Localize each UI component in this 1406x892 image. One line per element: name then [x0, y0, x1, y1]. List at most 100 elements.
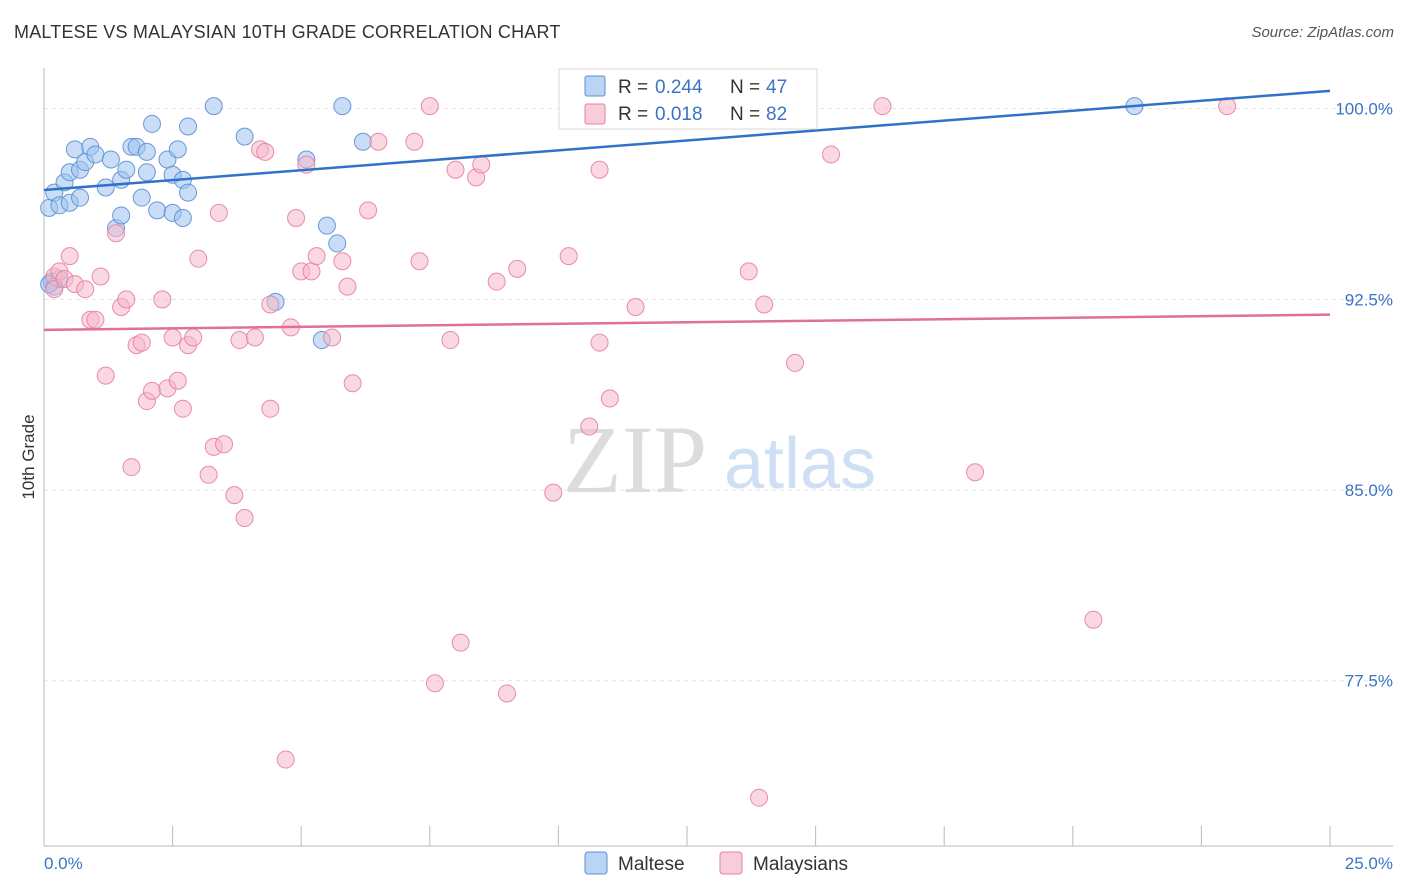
data-point-malaysians: [235, 509, 254, 528]
data-point-malaysians: [189, 249, 208, 268]
data-point-malaysians: [76, 280, 95, 299]
data-point-maltese: [101, 150, 120, 169]
data-point-maltese: [353, 132, 372, 151]
stats-r-value-maltese: 0.244: [655, 77, 703, 98]
data-point-malaysians: [107, 224, 126, 243]
data-point-malaysians: [245, 328, 264, 347]
data-point-malaysians: [487, 272, 506, 291]
data-point-malaysians: [966, 463, 985, 482]
y-tick-label: 85.0%: [1345, 481, 1393, 500]
data-point-malaysians: [1084, 610, 1103, 629]
data-point-malaysians: [173, 399, 192, 418]
data-point-malaysians: [168, 371, 187, 390]
data-point-malaysians: [343, 374, 362, 393]
data-point-malaysians: [755, 295, 774, 314]
data-point-malaysians: [230, 331, 249, 350]
data-point-malaysians: [559, 247, 578, 266]
stats-r-label-maltese: R =: [618, 77, 648, 98]
data-point-malaysians: [590, 333, 609, 352]
data-point-malaysians: [117, 290, 136, 309]
data-point-maltese: [143, 114, 162, 133]
data-point-malaysians: [544, 483, 563, 502]
data-point-maltese: [179, 183, 198, 202]
stats-r-value-malaysians: 0.018: [655, 104, 703, 125]
data-point-malaysians: [750, 788, 769, 807]
data-point-maltese: [137, 163, 156, 182]
trend-line-maltese: [43, 89, 1331, 192]
data-point-malaysians: [261, 295, 280, 314]
watermark-atlas: atlas: [724, 424, 876, 504]
data-point-maltese: [112, 206, 131, 225]
data-point-malaysians: [91, 267, 110, 286]
stats-n-value-maltese: 47: [766, 77, 787, 98]
data-point-maltese: [86, 145, 105, 164]
data-point-malaysians: [425, 674, 444, 693]
data-point-maltese: [71, 188, 90, 207]
data-point-malaysians: [441, 331, 460, 350]
data-point-malaysians: [822, 145, 841, 164]
data-point-malaysians: [209, 203, 228, 222]
trend-line-malaysians: [43, 313, 1331, 332]
data-point-malaysians: [276, 750, 295, 769]
y-tick-label: 77.5%: [1345, 672, 1393, 691]
data-point-malaysians: [184, 328, 203, 347]
chart-title: MALTESE VS MALAYSIAN 10TH GRADE CORRELAT…: [14, 22, 561, 42]
y-tick-label: 92.5%: [1345, 290, 1393, 309]
data-point-maltese: [235, 127, 254, 146]
y-axis-label: 10th Grade: [19, 414, 38, 499]
data-point-malaysians: [497, 684, 516, 703]
legend: Maltese Malaysians: [584, 851, 848, 875]
data-point-malaysians: [508, 259, 527, 278]
data-point-malaysians: [873, 97, 892, 116]
data-point-malaysians: [580, 417, 599, 436]
grid-layer: 77.5% 85.0% 92.5% 100.0%: [44, 100, 1393, 691]
stats-swatch-maltese: [584, 75, 606, 97]
legend-label-malaysians: Malaysians: [753, 854, 848, 875]
data-point-malaysians: [199, 465, 218, 484]
x-tick-label: 25.0%: [1345, 854, 1393, 873]
data-point-malaysians: [590, 160, 609, 179]
data-point-maltese: [148, 201, 167, 220]
data-point-malaysians: [302, 262, 321, 281]
data-point-malaysians: [86, 310, 105, 329]
data-point-malaysians: [451, 633, 470, 652]
data-point-malaysians: [287, 209, 306, 228]
legend-swatch-malaysians: [719, 851, 743, 875]
data-point-malaysians: [132, 333, 151, 352]
data-point-maltese: [168, 140, 187, 159]
trend-layer: [43, 89, 1331, 332]
data-point-malaysians: [143, 381, 162, 400]
data-point-malaysians: [261, 399, 280, 418]
data-point-malaysians: [786, 353, 805, 372]
data-point-malaysians: [600, 389, 619, 408]
stats-box: R = 0.244 N = 47 R = 0.018 N = 82: [558, 68, 818, 130]
data-point-malaysians: [626, 297, 645, 316]
data-point-malaysians: [215, 435, 234, 454]
y-tick-label: 100.0%: [1335, 100, 1393, 119]
data-point-malaysians: [163, 328, 182, 347]
data-point-maltese: [132, 188, 151, 207]
legend-swatch-maltese: [584, 851, 608, 875]
data-point-maltese: [317, 216, 336, 235]
data-point-malaysians: [333, 252, 352, 271]
data-point-malaysians: [96, 366, 115, 385]
data-point-malaysians: [323, 328, 342, 347]
stats-r-label-malaysians: R =: [618, 104, 648, 125]
data-point-malaysians: [472, 155, 491, 174]
data-point-malaysians: [256, 142, 275, 161]
data-point-malaysians: [739, 262, 758, 281]
data-point-maltese: [137, 142, 156, 161]
watermark: ZIP atlas: [563, 406, 876, 513]
axis-layer: 0.0% 25.0%: [43, 68, 1393, 873]
data-point-maltese: [179, 117, 198, 136]
data-point-maltese: [333, 97, 352, 116]
data-point-malaysians: [420, 97, 439, 116]
data-point-maltese: [96, 178, 115, 197]
stats-n-value-malaysians: 82: [766, 104, 787, 125]
chart-source: Source: ZipAtlas.com: [1251, 24, 1394, 41]
data-point-malaysians: [153, 290, 172, 309]
data-point-malaysians: [405, 132, 424, 151]
data-point-malaysians: [225, 486, 244, 505]
data-point-maltese: [173, 209, 192, 228]
